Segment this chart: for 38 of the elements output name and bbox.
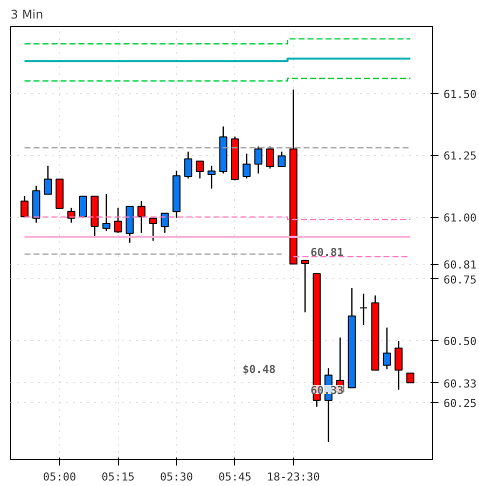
candlestick	[44, 165, 52, 195]
x-tick-label: 05:15	[101, 470, 135, 484]
candlestick	[254, 146, 262, 174]
annotation: $0.48	[242, 363, 276, 376]
y-tick-label: 60.25	[444, 397, 477, 410]
candlestick	[278, 151, 286, 168]
candlestick	[149, 218, 158, 242]
candlestick	[160, 212, 169, 234]
candlestick	[114, 207, 122, 234]
y-tick-label: 60.81	[444, 258, 477, 272]
candlestick	[360, 293, 368, 326]
x-tick-label: 05:45	[218, 470, 252, 484]
candlestick	[102, 193, 110, 232]
candlestick	[196, 160, 204, 180]
candlestick	[242, 153, 251, 180]
y-tick-label: 61.00	[444, 212, 477, 225]
candlestick	[184, 151, 192, 180]
y-tick-label: 60.33	[444, 377, 477, 390]
x-tick-label: 05:00	[43, 470, 76, 484]
x-tick-label: 18-23:30	[266, 470, 320, 484]
y-tick-label: 60.50	[444, 335, 477, 348]
candlestick	[208, 165, 216, 190]
candlestick	[382, 326, 391, 370]
annotation: 60.81	[310, 246, 344, 259]
candlestick	[406, 372, 414, 384]
y-tick-label: 61.25	[444, 150, 477, 163]
chart-title: 3 Min	[10, 8, 44, 22]
x-tick-label: 05:30	[160, 470, 194, 484]
annotation: 60.33	[310, 384, 344, 397]
candlestick	[266, 146, 274, 170]
y-tick-label: 61.50	[444, 88, 477, 101]
candlestick	[394, 340, 403, 390]
candlestick	[301, 260, 310, 313]
candlestick	[78, 196, 87, 218]
candlestick	[67, 207, 76, 224]
candlestick	[137, 200, 146, 234]
candlestick	[20, 195, 29, 218]
y-tick-label: 60.75	[444, 273, 477, 286]
